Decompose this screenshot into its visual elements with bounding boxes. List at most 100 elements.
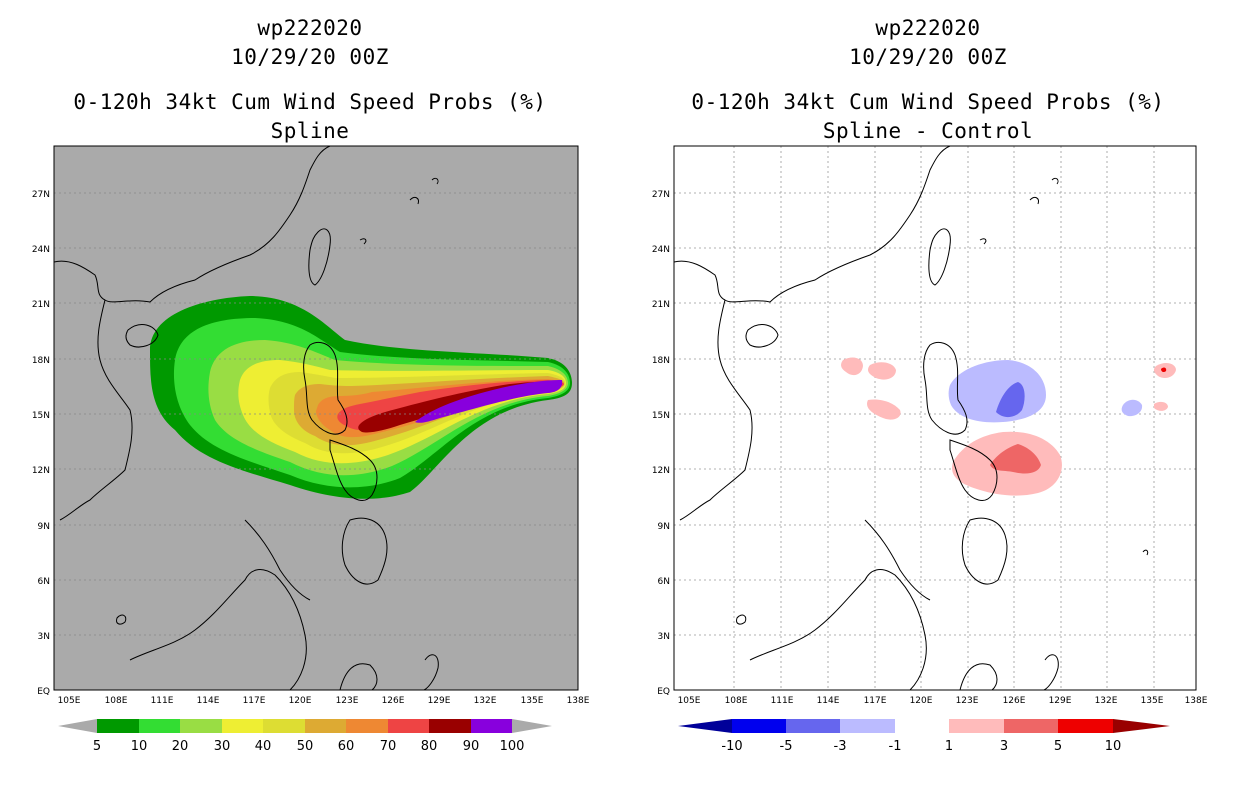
colorbar-swatch — [786, 719, 840, 733]
right-title-date: 10/29/20 00Z — [849, 45, 1007, 69]
lat-label: 15N — [32, 411, 50, 421]
colorbar-label: -3 — [834, 739, 847, 754]
lat-label: 12N — [32, 466, 50, 476]
colorbar-label: 100 — [500, 739, 525, 754]
left-coastlines — [54, 146, 439, 690]
colorbar-label: 50 — [297, 739, 314, 754]
colorbar-swatch — [139, 719, 180, 733]
colorbar-label: -5 — [780, 739, 793, 754]
colorbar-label: 30 — [214, 739, 231, 754]
lon-label: 111E — [771, 696, 794, 706]
colorbar-label: 60 — [338, 739, 355, 754]
neg-diff-small — [1121, 399, 1143, 417]
lat-label: 9N — [38, 522, 50, 532]
swath-90 — [415, 380, 563, 423]
colorbar-label: -1 — [889, 739, 902, 754]
right-map-background — [674, 146, 1196, 690]
left-title-model: Spline — [270, 119, 350, 143]
lat-label: 24N — [32, 245, 50, 255]
colorbar-label: 10 — [1105, 739, 1122, 754]
colorbar-swatch — [346, 719, 388, 733]
lon-label: 132E — [1095, 696, 1118, 706]
lat-label: 6N — [38, 577, 50, 587]
colorbar-label: 40 — [255, 739, 272, 754]
lon-label: 135E — [521, 696, 544, 706]
colorbar-swatch — [840, 719, 895, 733]
lon-label: 108E — [105, 696, 128, 706]
colorbar-swatch — [1004, 719, 1058, 733]
right-map-frame — [673, 145, 1197, 691]
left-lon-labels: 105E 108E 111E 114E 117E 120E 123E 126E … — [58, 696, 590, 706]
lat-label: 12N — [652, 466, 670, 476]
colorbar-label: 3 — [1000, 739, 1008, 754]
pos-diff-dot — [1161, 367, 1167, 373]
right-coastlines — [674, 146, 1149, 690]
lon-label: 135E — [1141, 696, 1164, 706]
colorbar-label: 20 — [172, 739, 189, 754]
right-title-model: Spline - Control — [822, 119, 1034, 143]
colorbar-swatch — [97, 719, 139, 733]
left-title-storm-id: wp222020 — [257, 16, 363, 40]
left-grid — [54, 192, 578, 690]
lon-label: 105E — [58, 696, 81, 706]
lat-label: 24N — [652, 245, 670, 255]
lat-label: 21N — [652, 300, 670, 310]
colorbar-label: 5 — [93, 739, 101, 754]
lon-label: 111E — [151, 696, 174, 706]
lon-label: 120E — [289, 696, 312, 706]
lon-label: 129E — [428, 696, 451, 706]
left-colorbar-labels: 5 10 20 30 40 50 60 70 80 90 100 — [93, 739, 525, 754]
colorbar-swatch — [949, 719, 1004, 733]
colorbar-lower-arrow — [678, 719, 732, 733]
colorbar-swatch — [429, 719, 471, 733]
pos-diff-mid — [990, 444, 1041, 474]
lat-label: 18N — [32, 356, 50, 366]
colorbar-label: -10 — [721, 739, 742, 754]
lat-label: EQ — [37, 687, 50, 697]
lon-label: 123E — [336, 696, 359, 706]
lon-label: 126E — [382, 696, 405, 706]
lat-label: EQ — [657, 687, 670, 697]
colorbar-swatch — [180, 719, 222, 733]
left-probability-swath — [150, 296, 572, 499]
lon-label: 123E — [956, 696, 979, 706]
right-difference-field — [841, 357, 1176, 496]
pos-diff-scatter-1 — [841, 357, 863, 376]
lon-label: 129E — [1049, 696, 1072, 706]
right-title-product: 0-120h 34kt Cum Wind Speed Probs (%) — [691, 90, 1165, 114]
left-colorbar — [58, 719, 552, 733]
right-title-storm-id: wp222020 — [875, 16, 981, 40]
colorbar-lower-arrow — [58, 719, 97, 733]
colorbar-swatch — [1058, 719, 1113, 733]
colorbar-label: 90 — [463, 739, 480, 754]
lat-label: 18N — [652, 356, 670, 366]
lat-label: 3N — [658, 632, 670, 642]
lon-label: 117E — [864, 696, 887, 706]
lon-label: 114E — [197, 696, 220, 706]
lon-label: 105E — [678, 696, 701, 706]
lat-label: 27N — [652, 190, 670, 200]
pos-diff-scatter-2 — [868, 362, 896, 380]
lat-label: 6N — [658, 577, 670, 587]
colorbar-swatch — [222, 719, 263, 733]
lon-label: 132E — [474, 696, 497, 706]
lat-label: 9N — [658, 522, 670, 532]
right-colorbar — [678, 719, 1170, 733]
neg-diff-mid — [996, 382, 1025, 418]
lon-label: 138E — [567, 696, 590, 706]
right-grid — [674, 146, 1196, 690]
lon-label: 126E — [1003, 696, 1026, 706]
pos-diff-scatter-5 — [1154, 401, 1168, 411]
left-title-product: 0-120h 34kt Cum Wind Speed Probs (%) — [73, 90, 547, 114]
left-title-date: 10/29/20 00Z — [231, 45, 389, 69]
colorbar-label: 10 — [131, 739, 148, 754]
colorbar-label: 1 — [945, 739, 953, 754]
lat-label: 15N — [652, 411, 670, 421]
colorbar-swatch — [732, 719, 786, 733]
colorbar-swatch — [895, 719, 949, 733]
right-lat-labels: EQ 3N 6N 9N 12N 15N 18N 21N 24N 27N — [652, 190, 670, 697]
colorbar-upper-arrow — [1113, 719, 1170, 733]
left-probability-map: EQ 3N 6N 9N 12N 15N 18N 21N 24N 27N 105E… — [32, 145, 590, 754]
right-colorbar-labels: -10 -5 -3 -1 1 3 5 10 — [721, 739, 1121, 754]
lon-label: 138E — [1185, 696, 1208, 706]
